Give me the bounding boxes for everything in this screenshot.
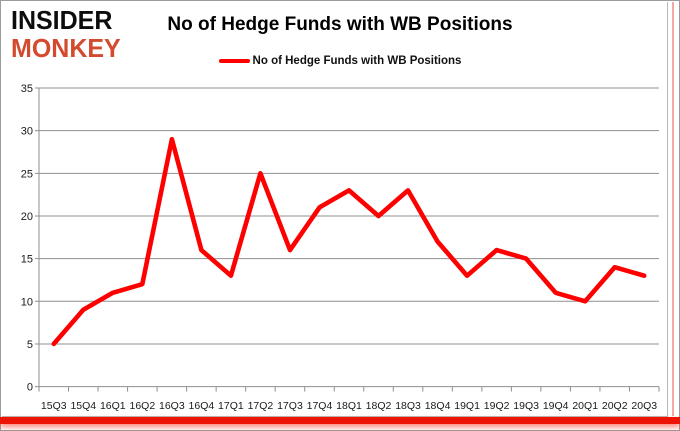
- chart-title: No of Hedge Funds with WB Positions: [167, 14, 513, 35]
- x-axis-tick-label: 20Q1: [572, 400, 598, 412]
- logo-line-insider: INSIDER: [11, 5, 113, 36]
- y-axis-tick-label: 5: [27, 339, 33, 351]
- x-axis-tick-label: 17Q2: [248, 400, 274, 412]
- x-axis-tick-label: 19Q3: [513, 400, 539, 412]
- x-axis-tick-label: 19Q2: [484, 400, 510, 412]
- x-axis-tick-label: 19Q4: [543, 400, 569, 412]
- x-axis-tick-label: 16Q4: [189, 400, 215, 412]
- x-axis-tick-label: 18Q2: [366, 400, 392, 412]
- y-axis-tick-label: 0: [27, 382, 33, 394]
- x-axis-tick-label: 18Q1: [336, 400, 362, 412]
- x-axis-tick-label: 17Q4: [307, 400, 333, 412]
- x-axis-tick-label: 20Q2: [602, 400, 628, 412]
- y-axis-tick-label: 35: [21, 83, 33, 95]
- x-axis-tick-label: 18Q3: [395, 400, 421, 412]
- y-axis-tick-label: 30: [21, 126, 33, 138]
- y-axis-tick-label: 25: [21, 168, 33, 180]
- logo-line-monkey: MONKEY: [11, 34, 121, 64]
- legend-line-swatch: [218, 59, 250, 63]
- insider-monkey-logo: INSIDER MONKEY: [11, 5, 121, 64]
- chart-card: [2, 2, 668, 417]
- legend-label: No of Hedge Funds with WB Positions: [252, 55, 462, 67]
- x-axis-tick-label: 17Q1: [218, 400, 244, 412]
- chart-legend: No of Hedge Funds with WB Positions: [0, 55, 680, 67]
- x-axis-tick-label: 18Q4: [425, 400, 451, 412]
- bottom-accent-bar: [0, 417, 680, 424]
- x-axis-tick-label: 17Q3: [277, 400, 303, 412]
- data-series-line: [51, 136, 647, 347]
- x-axis-tick-label: 16Q1: [100, 400, 126, 412]
- x-axis-tick-label: 15Q3: [41, 400, 67, 412]
- x-axis-tick-label: 16Q3: [159, 400, 185, 412]
- x-axis-tick-label: 20Q3: [631, 400, 657, 412]
- y-axis-tick-label: 15: [21, 254, 33, 266]
- y-axis-tick-label: 20: [21, 211, 33, 223]
- y-axis-tick-label: 10: [21, 296, 33, 308]
- x-axis-tick-label: 15Q4: [70, 400, 96, 412]
- right-accent-line: [672, 2, 674, 416]
- x-axis-tick-label: 19Q1: [454, 400, 480, 412]
- x-axis-tick-label: 16Q2: [129, 400, 155, 412]
